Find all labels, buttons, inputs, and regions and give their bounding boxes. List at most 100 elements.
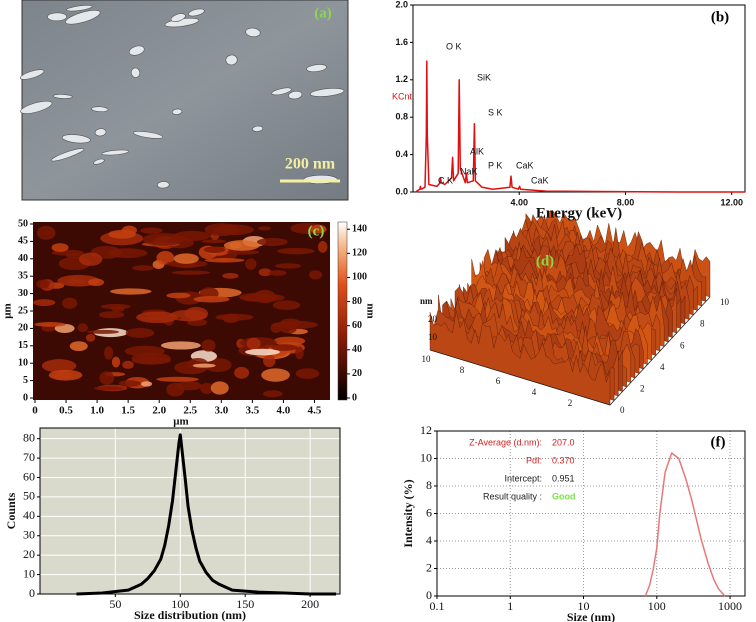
feature [51,243,69,252]
feature [192,363,216,368]
y-tick-label: 10 [18,357,28,368]
y-tick-label: 2.0 [395,0,408,9]
feature [204,258,245,263]
feature [36,225,56,240]
z-tick-label: 10 [428,332,438,342]
particle [19,69,45,80]
colorbar-tick-label: 60 [352,320,362,331]
x-tick-label: 2.0 [152,405,166,417]
info-label: PdI: [526,455,542,465]
feature [277,247,315,255]
y-axis-label: KCnt [392,91,413,101]
feature [317,241,328,253]
colorbar-tick-label: 20 [352,368,362,379]
feature [140,381,153,387]
particle [101,149,130,156]
data-line [76,433,337,596]
colorbar-tick-label: 120 [352,248,367,259]
x-tick-label: 12.00 [720,197,743,207]
particle [20,100,53,114]
particle [93,158,105,165]
particle [61,134,91,144]
feature [48,369,83,381]
feature [203,246,226,254]
info-value: 0.951 [552,473,575,483]
feature [222,313,240,324]
peak-label: CaK [531,175,549,185]
y-tick-label: 8 [700,319,705,329]
sem-image [21,0,349,201]
feature [204,358,232,373]
afm-surface [429,209,711,406]
feature [222,272,239,279]
feature [295,368,320,379]
particle [65,10,101,25]
x-tick-label: 0.5 [59,405,73,417]
feature [258,268,272,277]
x-axis-label: μm [173,416,188,428]
feature [246,337,261,350]
y-tick-label: 0.8 [395,112,408,122]
feature [156,251,175,265]
feature [36,279,50,289]
y-tick-label: 8 [426,478,432,492]
particle [303,174,338,185]
particle [306,64,327,73]
y-tick-label: 4 [426,533,432,547]
y-tick-label: 2 [426,560,432,574]
feature [156,376,199,382]
x-tick-label: 1.0 [90,405,104,417]
x-tick-label: 4.00 [510,197,528,207]
feature [34,322,67,327]
x-tick-label: 4 [532,387,537,397]
info-label: Result quality : [483,491,542,501]
feature [310,224,327,234]
x-tick-label: 10 [578,599,590,613]
feature [160,341,201,350]
feature [200,382,214,395]
particle [188,8,205,17]
plot-frame [39,427,341,595]
x-tick-label: 8 [460,365,465,375]
feature [171,270,211,275]
x-tick-label: 50 [109,597,121,611]
y-tick-label: 20 [18,323,28,334]
colorbar-tick-label: 40 [352,344,362,355]
plot-frame [412,4,746,193]
y-tick-label: 1.6 [395,37,408,47]
particle [171,108,183,115]
y-tick-label: 30 [18,288,28,299]
sem-particles [19,5,345,189]
z-tick-label: 20 [428,314,438,324]
colorbar-tick-label: 100 [352,272,367,283]
x-tick-label: 3.0 [214,405,228,417]
y-tick-label: 0 [29,586,35,600]
y-tick-label: 10 [720,297,730,307]
x-tick-label: 1.5 [121,405,135,417]
y-tick-label: 50 [18,218,28,229]
feature [263,354,276,368]
y-tick-label: 0.4 [395,149,408,159]
feature [65,252,85,259]
info-label: Intercept: [504,473,542,483]
feature [86,329,120,334]
feature [243,293,285,302]
feature [104,346,114,360]
feature [41,359,77,373]
peak-label: CaK [516,160,534,170]
info-value: Good [552,491,576,501]
peak-label: O K [446,41,462,51]
feature [275,263,302,269]
feature [118,380,141,387]
feature [132,265,154,271]
peak-label: C K [438,175,453,185]
y-tick-label: 40 [18,253,28,264]
x-tick-label: 10 [422,354,432,364]
data-line [415,60,745,193]
particle [47,12,67,22]
feature [142,233,185,246]
feature [214,224,255,236]
x-tick-label: 100 [171,597,189,611]
